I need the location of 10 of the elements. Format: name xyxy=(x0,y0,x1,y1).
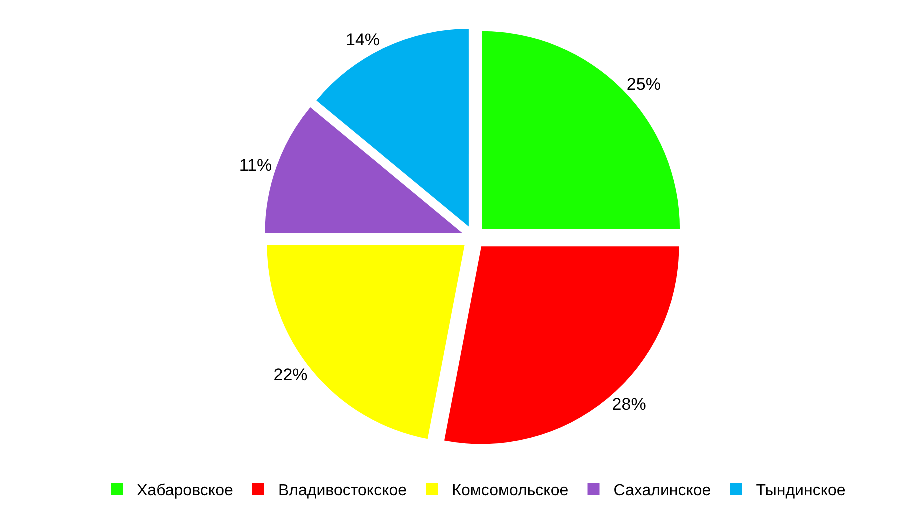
legend-label: Хабаровское xyxy=(137,482,234,500)
data-label: 22% xyxy=(274,365,308,384)
legend-label: Владивостокское xyxy=(278,482,408,500)
data-label: 28% xyxy=(612,395,646,414)
legend-label: Тындинское xyxy=(756,482,846,500)
data-label: 25% xyxy=(626,75,661,94)
legend-label: Комсомольское xyxy=(452,482,569,500)
legend-label: Сахалинское xyxy=(614,482,712,500)
data-label: 14% xyxy=(346,30,380,50)
data-label: 11% xyxy=(239,156,272,175)
